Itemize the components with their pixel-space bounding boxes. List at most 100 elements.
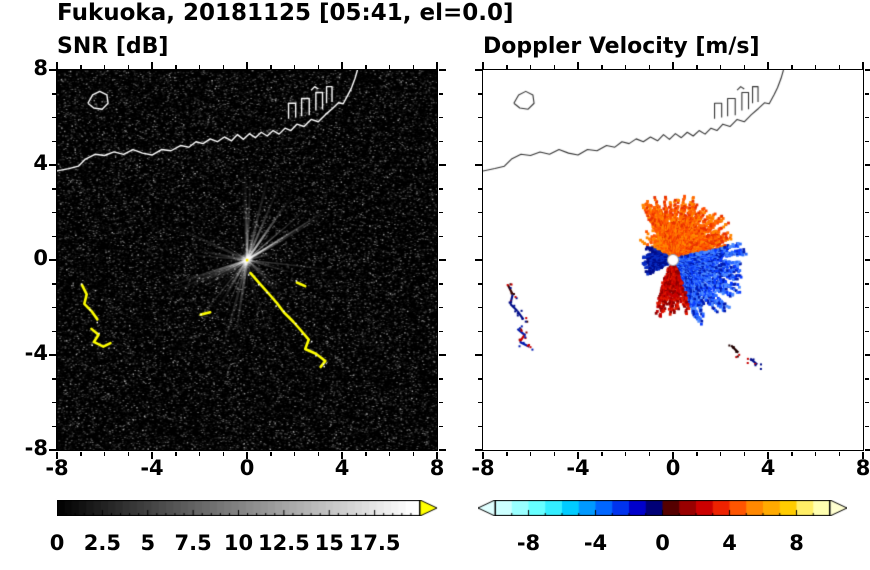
axis-tick — [51, 283, 56, 285]
axis-tick — [553, 64, 555, 69]
y-tick-label: 4 — [33, 151, 48, 175]
axis-tick — [838, 451, 840, 456]
axis-tick — [864, 235, 869, 237]
axis-tick — [696, 64, 698, 69]
doppler-panel-title: Doppler Velocity [m/s] — [483, 34, 760, 59]
axis-tick — [648, 64, 650, 69]
axis-tick — [474, 259, 482, 261]
axis-tick — [529, 64, 532, 69]
axis-tick — [51, 235, 56, 237]
axis-tick — [412, 451, 414, 456]
axis-tick — [838, 64, 840, 69]
axis-tick — [477, 330, 482, 332]
axis-tick — [51, 211, 56, 214]
colorbar-tick-label: -8 — [516, 531, 541, 555]
axis-tick — [56, 451, 58, 459]
colorbar-tick-label: -4 — [583, 531, 608, 555]
axis-tick — [477, 93, 482, 95]
axis-tick — [477, 425, 482, 427]
axis-tick — [719, 64, 722, 69]
axis-tick — [791, 451, 793, 456]
axis-tick — [864, 188, 869, 190]
axis-tick — [529, 451, 532, 456]
x-tick-label: 0 — [665, 456, 681, 480]
axis-tick — [48, 164, 56, 166]
axis-tick — [270, 64, 272, 69]
axis-tick — [51, 93, 56, 95]
axis-tick — [601, 451, 603, 456]
axis-tick — [56, 61, 58, 69]
axis-tick — [151, 451, 153, 459]
y-tick-label: 0 — [33, 246, 48, 270]
colorbar-tick-label: 5 — [140, 531, 156, 555]
axis-tick — [103, 451, 106, 456]
figure-title: Fukuoka, 20181125 [05:41, el=0.0] — [57, 0, 514, 26]
axis-tick — [477, 116, 482, 119]
x-tick-label: -4 — [140, 456, 164, 480]
axis-tick — [438, 69, 446, 71]
axis-tick — [814, 451, 817, 456]
axis-tick — [864, 164, 870, 166]
axis-tick — [438, 259, 446, 261]
colorbar-tick-label: 0 — [49, 531, 65, 555]
axis-tick — [624, 64, 627, 69]
axis-tick — [648, 451, 650, 456]
snr-heatmap-canvas — [56, 69, 437, 450]
axis-tick — [317, 451, 319, 456]
axis-tick — [438, 235, 443, 237]
axis-tick — [864, 306, 869, 309]
axis-tick — [767, 451, 769, 459]
axis-tick — [743, 451, 745, 456]
axis-tick — [438, 93, 443, 95]
axis-tick — [474, 449, 482, 451]
axis-tick — [477, 188, 482, 190]
axis-tick — [477, 211, 482, 214]
axis-tick — [553, 451, 555, 456]
axis-tick — [436, 451, 438, 459]
colorbar-tick-label: 10 — [223, 531, 254, 555]
axis-tick — [474, 354, 482, 356]
y-tick-label: -4 — [24, 341, 48, 365]
axis-tick — [477, 378, 482, 380]
doppler-colorbar — [478, 500, 847, 516]
axis-tick — [51, 140, 56, 142]
snr-panel-title: SNR [dB] — [57, 34, 169, 59]
axis-tick — [51, 306, 56, 309]
axis-tick — [482, 61, 484, 69]
axis-tick — [601, 64, 603, 69]
axis-tick — [48, 354, 56, 356]
snr-colorbar — [57, 500, 438, 516]
colorbar-tick-label: 12.5 — [257, 531, 310, 555]
axis-tick — [864, 283, 869, 285]
colorbar-tick-label: 17.5 — [348, 531, 401, 555]
axis-tick — [864, 354, 870, 356]
axis-tick — [719, 451, 722, 456]
axis-tick — [80, 451, 82, 456]
axis-tick — [51, 425, 56, 427]
y-tick-label: 8 — [33, 56, 48, 80]
axis-tick — [388, 451, 391, 456]
axis-tick — [506, 451, 508, 456]
axis-tick — [365, 451, 367, 456]
axis-tick — [791, 64, 793, 69]
axis-tick — [51, 401, 56, 404]
axis-tick — [743, 64, 745, 69]
axis-tick — [474, 164, 482, 166]
colorbar-tick-label: 2.5 — [83, 531, 121, 555]
axis-tick — [127, 451, 129, 456]
colorbar-tick-label: 8 — [789, 531, 804, 555]
axis-tick — [438, 306, 443, 309]
axis-tick — [270, 451, 272, 456]
axis-tick — [438, 164, 446, 166]
axis-tick — [175, 64, 177, 69]
axis-tick — [624, 451, 627, 456]
axis-tick — [438, 378, 443, 380]
axis-tick — [864, 116, 869, 119]
axis-tick — [438, 354, 446, 356]
axis-tick — [293, 64, 296, 69]
axis-tick — [864, 93, 869, 95]
axis-tick — [864, 211, 869, 214]
doppler-heatmap-canvas — [482, 69, 863, 450]
axis-tick — [246, 451, 248, 459]
